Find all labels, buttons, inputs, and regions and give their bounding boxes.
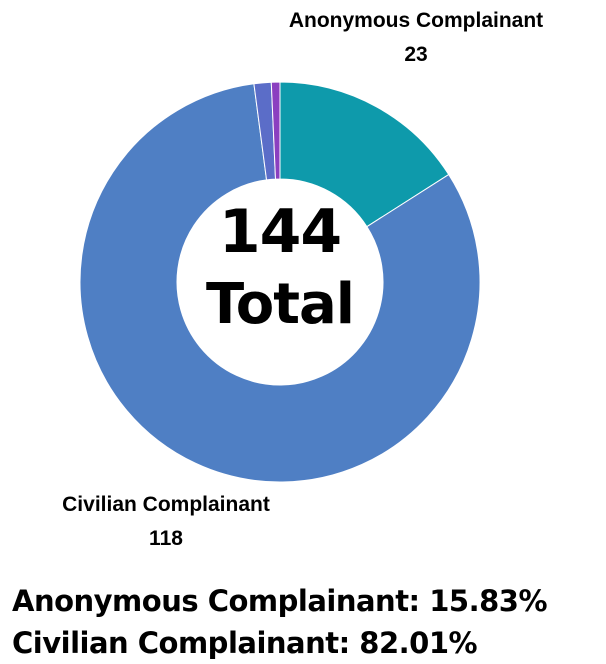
percentage-summary: Anonymous Complainant: 15.83% Civilian C… xyxy=(12,580,548,664)
anonymous-percentage-line: Anonymous Complainant: 15.83% xyxy=(12,584,548,618)
slice-other-2 xyxy=(270,81,281,180)
anonymous-complainant-name: Anonymous Complainant xyxy=(288,9,544,32)
civilian-complainant-name: Civilian Complainant xyxy=(62,493,270,516)
civilian-percentage-line: Civilian Complainant: 82.01% xyxy=(12,626,478,660)
total-count: 144 xyxy=(218,197,342,267)
slice-anonymous-complainant xyxy=(279,81,450,228)
civilian-complainant-label: Civilian Complainant 118 xyxy=(6,488,326,556)
anonymous-complainant-count: 23 xyxy=(404,43,428,66)
donut-center-total: 144 Total xyxy=(180,196,380,342)
anonymous-complainant-label: Anonymous Complainant 23 xyxy=(236,4,596,72)
slice-civilian-complainant xyxy=(79,83,481,483)
civilian-complainant-count: 118 xyxy=(149,527,183,550)
total-word: Total xyxy=(206,272,355,337)
